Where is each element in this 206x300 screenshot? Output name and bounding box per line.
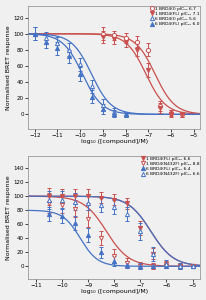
Legend: 1 BRD4(I) pIC₅₀ 6.7, 1 BRD4(FL) pIC₅₀ 7.1, 6 BRD4(I) pIC₅₀ 5.6, 6 BRD4(FL) pIC₅₀: 1 BRD4(I) pIC₅₀ 6.7, 1 BRD4(FL) pIC₅₀ 7.…	[150, 6, 200, 27]
X-axis label: log₁₀ ([compound]/M): log₁₀ ([compound]/M)	[81, 140, 148, 144]
X-axis label: log₁₀ ([compound]/M): log₁₀ ([compound]/M)	[81, 290, 148, 294]
Legend: 1 BRD4(FL) pIC₅₀ 6.6, 1 BRD4(N432F) pIC₅₀ 8.8, 6 BRD4(FL) pIC₅₀ 6.4, 6 BRD4(N432: 1 BRD4(FL) pIC₅₀ 6.6, 1 BRD4(N432F) pIC₅…	[141, 156, 200, 177]
Y-axis label: Normalised BRET response: Normalised BRET response	[6, 175, 11, 260]
Y-axis label: Normalised BRET response: Normalised BRET response	[6, 25, 11, 110]
